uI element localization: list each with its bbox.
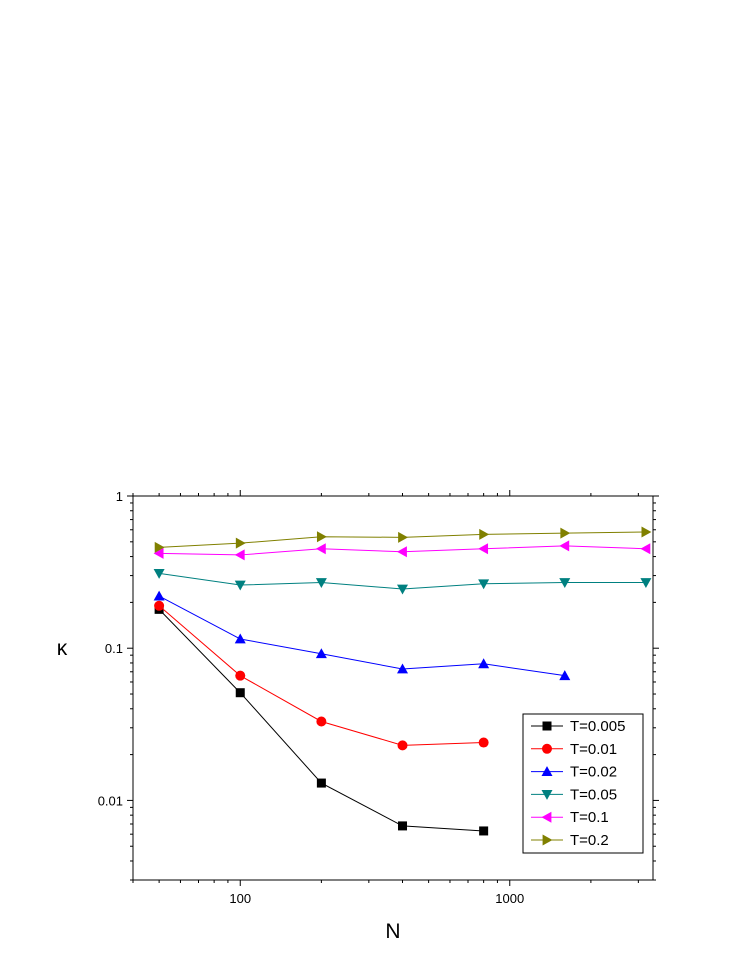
series-3 bbox=[153, 569, 652, 595]
legend-marker bbox=[542, 743, 552, 754]
legend-item: T=0.05 bbox=[531, 786, 617, 803]
legend-item: T=0.2 bbox=[531, 832, 609, 849]
legend-item: T=0.01 bbox=[531, 741, 617, 758]
data-point bbox=[397, 663, 409, 674]
data-point bbox=[479, 826, 489, 836]
series-line bbox=[158, 595, 565, 677]
legend-marker bbox=[541, 790, 553, 800]
data-point bbox=[234, 633, 246, 644]
data-point bbox=[640, 578, 652, 589]
data-point bbox=[315, 578, 327, 589]
y-tick-label: 0.01 bbox=[98, 793, 123, 808]
data-point bbox=[397, 546, 407, 558]
data-point bbox=[154, 541, 165, 553]
legend-marker bbox=[542, 834, 553, 846]
data-point bbox=[478, 737, 489, 748]
series-2 bbox=[153, 590, 571, 681]
data-point bbox=[235, 670, 246, 681]
data-point bbox=[234, 549, 245, 561]
x-axis-title: N bbox=[385, 920, 400, 943]
data-point bbox=[315, 648, 327, 659]
series-layer bbox=[153, 526, 652, 836]
legend-marker bbox=[542, 721, 552, 731]
legend-label: T=0.01 bbox=[570, 741, 617, 758]
legend-label: T=0.1 bbox=[570, 809, 609, 826]
y-axis-title: κ bbox=[57, 637, 68, 660]
data-point bbox=[154, 600, 165, 611]
legend-marker bbox=[541, 811, 552, 823]
data-point bbox=[397, 740, 408, 751]
data-point bbox=[235, 537, 246, 549]
data-point bbox=[316, 716, 327, 727]
data-point bbox=[478, 658, 490, 669]
legend-item: T=0.02 bbox=[531, 764, 617, 781]
data-point bbox=[560, 527, 571, 539]
legend-label: T=0.005 bbox=[570, 718, 625, 735]
data-point bbox=[478, 579, 490, 590]
data-point bbox=[640, 543, 651, 555]
data-point bbox=[234, 580, 246, 591]
legend-label: T=0.05 bbox=[570, 786, 617, 803]
data-point bbox=[478, 543, 489, 555]
data-point bbox=[316, 778, 326, 788]
legend-label: T=0.2 bbox=[570, 832, 609, 849]
axis-ticks bbox=[127, 490, 659, 886]
legend-item: T=0.1 bbox=[531, 809, 609, 826]
axis-tick-labels: 100 1000 0.01 0.1 1 bbox=[98, 489, 525, 906]
legend-box bbox=[522, 713, 644, 854]
data-point bbox=[559, 578, 571, 589]
data-point bbox=[479, 528, 490, 540]
x-tick-label: 1000 bbox=[495, 891, 524, 906]
legend: T=0.005 T=0.01 T=0.02 T=0.05 T=0.1 T=0.2 bbox=[522, 713, 644, 854]
series-4 bbox=[153, 540, 651, 561]
data-point bbox=[153, 590, 165, 601]
data-point bbox=[153, 569, 165, 579]
plot-frame bbox=[132, 495, 654, 881]
data-point bbox=[235, 688, 245, 698]
legend-label: T=0.02 bbox=[570, 764, 617, 781]
data-point bbox=[398, 531, 409, 543]
data-point bbox=[315, 543, 326, 555]
data-point bbox=[316, 531, 327, 543]
data-point bbox=[398, 821, 408, 831]
y-tick-label: 0.1 bbox=[105, 641, 123, 656]
legend-item: T=0.005 bbox=[531, 718, 625, 735]
series-1 bbox=[154, 600, 489, 751]
data-point bbox=[559, 670, 571, 681]
legend-marker bbox=[541, 766, 553, 776]
y-tick-label: 1 bbox=[116, 489, 123, 504]
data-point bbox=[641, 526, 652, 538]
series-5 bbox=[154, 526, 652, 553]
data-point bbox=[397, 584, 409, 595]
x-tick-label: 100 bbox=[229, 891, 251, 906]
data-point bbox=[153, 547, 164, 559]
data-point bbox=[559, 540, 570, 552]
